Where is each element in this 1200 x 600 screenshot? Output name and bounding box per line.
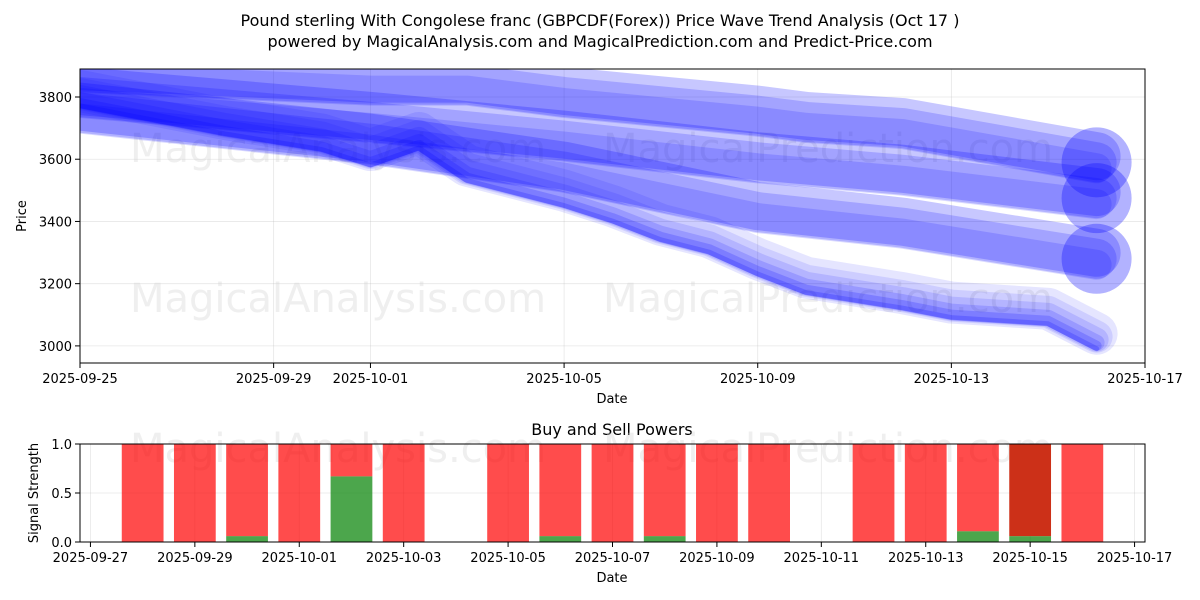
sell-bar xyxy=(382,444,425,542)
price-plot-frame xyxy=(79,68,1146,364)
sell-bar xyxy=(330,444,373,477)
sell-bar xyxy=(1061,444,1104,542)
watermark-prediction-top: MagicalPrediction.com xyxy=(603,126,1053,172)
price-wave-band xyxy=(80,92,1105,351)
long-trend-lower-band xyxy=(80,103,1112,280)
sell-bar xyxy=(591,444,634,542)
sell-bar xyxy=(904,444,947,542)
signal-x-tick-label: 2025-10-17 xyxy=(1097,551,1173,566)
price-panel: MagicalAnalysis.com MagicalPrediction.co… xyxy=(15,68,1183,407)
price-y-tick-label: 3000 xyxy=(39,340,72,355)
price-x-tick-label: 2025-10-17 xyxy=(1107,372,1183,387)
long-trend-upper-band xyxy=(80,69,1112,184)
signal-x-ticks: 2025-09-27 2025-09-29 2025-10-01 2025-10-03… xyxy=(53,542,1173,566)
long-trend-upper-band xyxy=(80,69,1117,183)
sell-bar xyxy=(643,444,686,537)
sell-bar xyxy=(539,444,582,537)
sell-bar xyxy=(1009,444,1052,537)
price-y-tick-label: 3200 xyxy=(39,278,72,293)
price-wave-band xyxy=(80,98,1102,351)
price-x-tick-label: 2025-10-05 xyxy=(526,372,602,387)
long-trend-middle-band xyxy=(80,77,1117,219)
signal-x-tick-label: 2025-10-05 xyxy=(470,551,546,566)
buy-bar xyxy=(1009,536,1052,542)
long-trend-lower-band xyxy=(80,82,1121,277)
signal-y-tick-label: 1.0 xyxy=(51,438,72,453)
sell-bar xyxy=(278,444,321,542)
signal-x-tick-label: 2025-10-03 xyxy=(366,551,442,566)
long-trend-upper-band xyxy=(80,69,1121,181)
long-trend-lower-band xyxy=(80,92,1117,279)
price-y-axis-label: Price xyxy=(15,200,30,232)
signal-panel: Buy and Sell Powers MagicalAnalysis.com … xyxy=(27,420,1172,586)
long-trend-middle-band xyxy=(80,88,1112,220)
buy-bar xyxy=(539,536,582,542)
watermark-analysis-mid: MagicalAnalysis.com xyxy=(130,276,546,322)
price-y-tick-label: 3400 xyxy=(39,215,72,230)
long-trend-upper-end-marker xyxy=(1061,127,1132,198)
sell-bar xyxy=(957,444,999,532)
signal-y-ticks: 0.0 0.5 1.0 xyxy=(51,438,80,551)
price-grid xyxy=(79,69,1146,363)
signal-x-axis-label: Date xyxy=(596,571,627,586)
signal-panel-title: Buy and Sell Powers xyxy=(531,420,693,439)
sell-bar xyxy=(852,444,895,542)
price-wave-band xyxy=(80,85,1109,352)
price-x-tick-label: 2025-09-29 xyxy=(236,372,312,387)
long-trend-middle-band xyxy=(80,69,1121,217)
sell-bar xyxy=(226,444,268,537)
sell-bar xyxy=(487,444,529,542)
price-y-tick-label: 3800 xyxy=(39,91,72,106)
watermark-prediction-mid: MagicalPrediction.com xyxy=(603,276,1053,322)
signal-y-tick-label: 0.0 xyxy=(51,536,72,551)
signal-x-tick-label: 2025-10-09 xyxy=(679,551,755,566)
signal-y-tick-label: 0.5 xyxy=(51,487,72,502)
signal-x-tick-label: 2025-10-15 xyxy=(992,551,1068,566)
price-series xyxy=(80,69,1132,355)
price-watermarks: MagicalAnalysis.com MagicalPrediction.co… xyxy=(130,126,1053,322)
price-wave-band xyxy=(80,103,1100,352)
price-x-tick-label: 2025-10-09 xyxy=(720,372,796,387)
price-plot-area xyxy=(80,69,1145,363)
sell-bar xyxy=(121,444,164,542)
signal-x-tick-label: 2025-10-13 xyxy=(888,551,964,566)
sell-bar xyxy=(748,444,790,542)
buy-bar xyxy=(226,536,268,542)
price-x-tick-label: 2025-10-13 xyxy=(914,372,990,387)
price-x-ticks: 2025-09-25 2025-09-29 2025-10-01 2025-10-05… xyxy=(42,363,1183,387)
signal-y-axis-label: Signal Strength xyxy=(27,443,42,543)
price-x-tick-label: 2025-10-01 xyxy=(333,372,409,387)
watermark-analysis-top: MagicalAnalysis.com xyxy=(130,126,546,172)
signal-x-tick-label: 2025-10-07 xyxy=(575,551,651,566)
buy-bar xyxy=(330,476,373,542)
price-y-tick-label: 3600 xyxy=(39,153,72,168)
chart-title-line2: powered by MagicalAnalysis.com and Magic… xyxy=(267,32,932,51)
price-wave-band xyxy=(80,78,1113,353)
signal-bars xyxy=(121,444,1104,542)
long-trend-middle-end-marker xyxy=(1061,163,1132,234)
signal-x-tick-label: 2025-10-11 xyxy=(784,551,860,566)
price-x-axis-label: Date xyxy=(596,392,627,407)
sell-bar xyxy=(173,444,216,542)
long-trend-lower-end-marker xyxy=(1061,223,1132,294)
signal-x-tick-label: 2025-10-01 xyxy=(261,551,337,566)
buy-bar xyxy=(643,536,686,542)
price-y-ticks: 3000 3200 3400 3600 3800 xyxy=(39,91,80,355)
signal-x-tick-label: 2025-09-27 xyxy=(53,551,129,566)
sell-bar xyxy=(696,444,738,542)
signal-x-tick-label: 2025-09-29 xyxy=(157,551,233,566)
chart-title-line1: Pound sterling With Congolese franc (GBP… xyxy=(241,11,960,30)
buy-bar xyxy=(957,531,999,542)
price-wave-band xyxy=(80,70,1118,355)
price-x-tick-label: 2025-09-25 xyxy=(42,372,118,387)
